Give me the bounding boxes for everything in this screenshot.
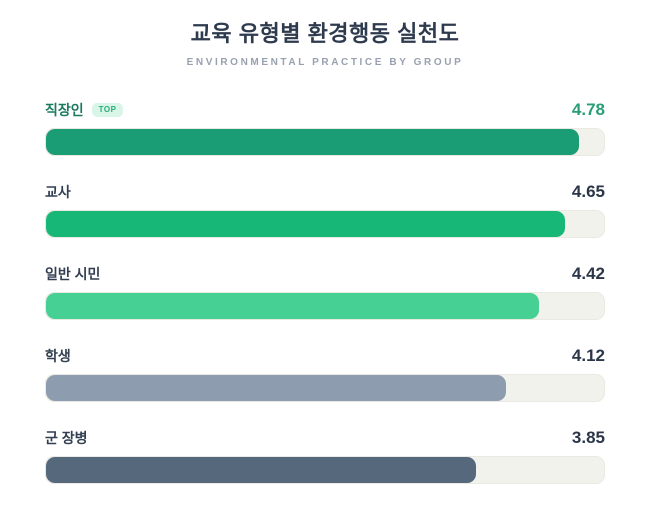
bar-row: 교사 4.65	[45, 182, 605, 238]
bar-fill	[46, 457, 476, 483]
chart-title: 교육 유형별 환경행동 실천도	[190, 21, 460, 46]
bar-value: 4.42	[571, 263, 605, 283]
bar-track	[45, 210, 605, 238]
bar-fill	[46, 293, 540, 319]
bar-label: 일반 시민	[45, 265, 101, 282]
top-badge: TOP	[91, 102, 124, 117]
bar-row: 학생 4.12	[45, 346, 605, 402]
bar-track	[45, 292, 605, 320]
bar-label-group: 학생	[45, 346, 71, 366]
bar-row-header: 교사 4.65	[45, 182, 605, 201]
bar-label-group: 교사	[45, 182, 71, 202]
bar-label: 군 장병	[45, 429, 88, 446]
bar-label-group: 일반 시민	[45, 264, 100, 284]
bar-label: 교사	[45, 183, 71, 200]
bar-row-header: 직장인 TOP 4.78	[45, 100, 605, 119]
bar-fill	[46, 375, 506, 401]
bar-value: 4.12	[571, 345, 605, 365]
chart-subtitle: ENVIRONMENTAL PRACTICE BY GROUP	[186, 57, 464, 68]
bar-label: 직장인	[45, 101, 84, 118]
bar-fill	[46, 211, 565, 237]
bar-value: 4.78	[571, 99, 605, 119]
bar-row-header: 군 장병 3.85	[45, 428, 605, 447]
bar-label-group: 직장인 TOP	[45, 100, 124, 120]
bar-track	[45, 456, 605, 484]
bar-row-header: 학생 4.12	[45, 346, 605, 365]
chart-header: 교육 유형별 환경행동 실천도 ENVIRONMENTAL PRACTICE B…	[0, 16, 650, 68]
bar-row: 군 장병 3.85	[45, 428, 605, 484]
bar-label: 학생	[45, 347, 71, 364]
bar-value: 3.85	[571, 427, 605, 447]
bar-rows-container: 직장인 TOP 4.78 교사 4.65 일반 시민 4.42 학생 4.12 군 장병 3.85	[0, 100, 650, 484]
bar-label-group: 군 장병	[45, 428, 88, 448]
bar-track	[45, 128, 605, 156]
bar-row-header: 일반 시민 4.42	[45, 264, 605, 283]
bar-row: 직장인 TOP 4.78	[45, 100, 605, 156]
bar-value: 4.65	[571, 181, 605, 201]
bar-fill	[46, 129, 580, 155]
bar-row: 일반 시민 4.42	[45, 264, 605, 320]
bar-track	[45, 374, 605, 402]
